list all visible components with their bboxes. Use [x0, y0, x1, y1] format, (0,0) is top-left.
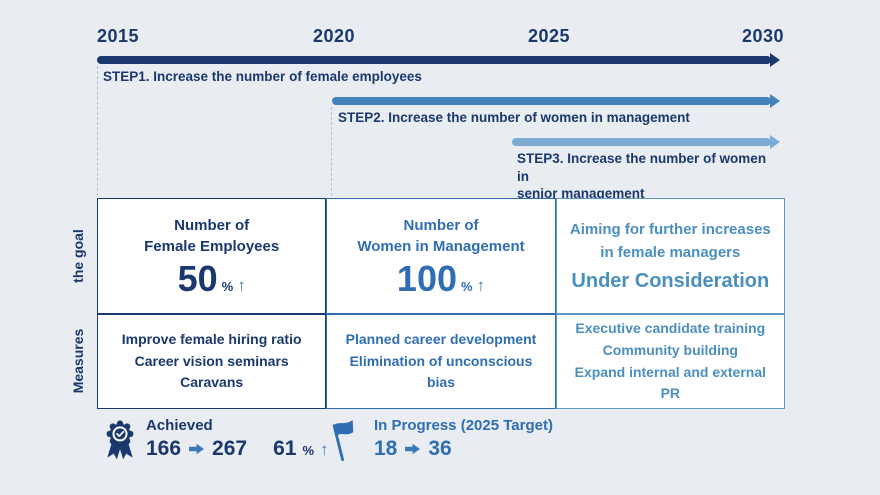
goal1-value: 50: [177, 258, 218, 299]
measure-line: Elimination of unconscious bias: [349, 352, 533, 391]
year-label-2025: 2025: [528, 26, 571, 46]
step2-label: STEP2. Increase the number of women in m…: [338, 110, 690, 125]
timeline-bar-step1: [97, 53, 780, 67]
measures-cell-female-employees: Improve female hiring ratio Career visio…: [97, 314, 327, 409]
achieved-medal-icon: [101, 417, 139, 470]
measures-cell-women-management: Planned career development Elimination o…: [326, 314, 556, 409]
measure-line: Improve female hiring ratio: [121, 330, 302, 347]
measure-line: Expand internal and external PR: [574, 363, 767, 402]
year-label-2020: 2020: [313, 26, 356, 46]
goal-cell-female-employees: Number of Female Employees 50 % ↑: [97, 198, 327, 314]
in-progress-flag-icon: [328, 418, 362, 467]
year-label-2030: 2030: [742, 26, 785, 46]
goal3-status: Under Consideration: [571, 270, 770, 292]
goal2-up-arrow: ↑: [476, 276, 486, 295]
goal2-value: 100: [396, 258, 457, 299]
measure-line: Community building: [602, 341, 738, 358]
right-arrow-icon: [189, 443, 205, 455]
goal3-line2: in female managers: [600, 243, 741, 261]
goal3-line1: Aiming for further increases: [569, 221, 771, 238]
year-label-2015: 2015: [97, 26, 140, 46]
measures-cell-senior-management: Executive candidate training Community b…: [555, 314, 785, 409]
step3-label: STEP3. Increase the number of women in s…: [517, 150, 779, 203]
goal1-unit: %: [221, 279, 234, 294]
dashed-gridline-2015: [97, 66, 98, 196]
goal1-title-line1: Number of: [174, 217, 250, 234]
measure-line: Career vision seminars: [134, 352, 289, 369]
in-progress-label: In Progress (2025 Target): [374, 417, 553, 434]
achieved-label: Achieved: [146, 417, 213, 434]
goal-cell-women-management: Number of Women in Management 100 % ↑: [326, 198, 556, 314]
goal2-unit: %: [461, 279, 473, 294]
row-label-measures: Measures: [70, 328, 86, 394]
achieved-from: 166: [146, 437, 182, 460]
in-progress-from: 18: [374, 437, 398, 460]
achieved-to: 267: [212, 437, 248, 460]
in-progress-legend: In Progress (2025 Target) 18 36: [374, 417, 553, 461]
row-label-goal: the goal: [70, 229, 86, 283]
achieved-up-arrow: ↑: [320, 440, 329, 459]
in-progress-to: 36: [428, 437, 452, 460]
step3-label-line1: STEP3. Increase the number of women in: [517, 151, 767, 184]
achieved-unit: %: [302, 443, 315, 458]
dashed-gridline-2020: [331, 107, 332, 196]
goals-table: Number of Female Employees 50 % ↑ Number…: [97, 198, 785, 409]
measure-line: Caravans: [180, 374, 244, 391]
step3-label-line2: senior management: [517, 186, 645, 202]
goal2-title-line2: Women in Management: [357, 238, 525, 255]
timeline-bar-step2: [332, 94, 780, 108]
achieved-legend: Achieved 166 267 61 % ↑: [146, 417, 329, 461]
timeline-bar-step3: [512, 135, 780, 149]
goal-cell-senior-management: Aiming for further increases in female m…: [555, 198, 785, 314]
achieved-percent: 61: [273, 437, 297, 460]
step1-label: STEP1. Increase the number of female emp…: [103, 69, 422, 84]
measure-line: Planned career development: [345, 330, 537, 347]
measure-line: Executive candidate training: [575, 320, 766, 337]
goal2-title-line1: Number of: [403, 217, 479, 234]
goal1-up-arrow: ↑: [237, 276, 246, 295]
right-arrow-icon: [405, 443, 421, 455]
goal1-title-line2: Female Employees: [144, 238, 280, 255]
